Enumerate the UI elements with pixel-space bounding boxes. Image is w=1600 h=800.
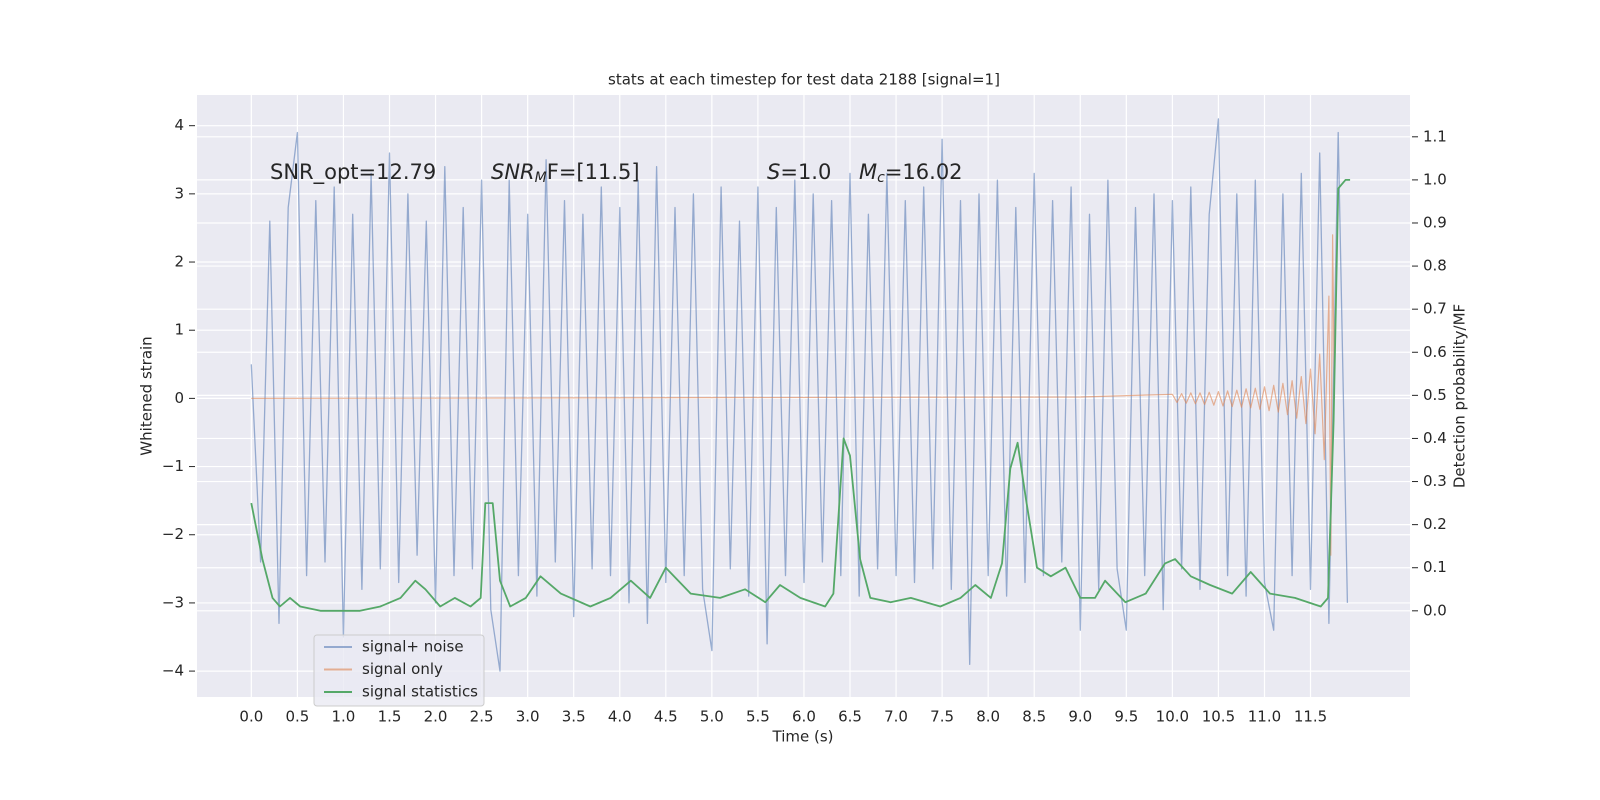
annotation-sub: c bbox=[877, 170, 885, 186]
y2-tick-label: 0.4 bbox=[1423, 429, 1447, 447]
legend-label: signal only bbox=[362, 660, 443, 678]
x-tick-label: 5.0 bbox=[700, 708, 724, 726]
annotation: Mc=16.02 bbox=[859, 160, 963, 186]
series-line bbox=[250, 179, 1351, 612]
x-tick-label: 0.5 bbox=[285, 708, 309, 726]
x-tick-label: 6.0 bbox=[792, 708, 816, 726]
legend-label: signal+ noise bbox=[362, 638, 464, 656]
x-tick-label: 6.5 bbox=[838, 708, 862, 726]
x-tick-label: 0.0 bbox=[239, 708, 263, 726]
labels: 0.0 0.5 1.0 1.5 2.0 2.5 3.0 3.5 4.0 4.5 5.0 5.5 6.0 6… bbox=[162, 116, 1447, 725]
x-tick-label: 1.0 bbox=[332, 708, 356, 726]
y-tick-label: 2 bbox=[174, 253, 184, 271]
x-tick-label: 11.5 bbox=[1294, 708, 1327, 726]
y-tick-label: −3 bbox=[162, 593, 184, 611]
annotation-text: F=[11.5] bbox=[547, 160, 640, 184]
annotation-text: =1.0 bbox=[780, 160, 831, 184]
x-tick-label: 3.0 bbox=[516, 708, 540, 726]
x-tick-label: 8.0 bbox=[976, 708, 1000, 726]
annotation: SNR_opt=12.79 bbox=[270, 160, 436, 185]
y-tick-label: 3 bbox=[174, 184, 184, 202]
x-tick-label: 7.5 bbox=[930, 708, 954, 726]
x-tick-label: 4.0 bbox=[608, 708, 632, 726]
chart-title: stats at each timestep for test data 218… bbox=[608, 71, 1000, 89]
series-line bbox=[250, 118, 1349, 672]
x-tick-label: 5.5 bbox=[746, 708, 770, 726]
y2-tick-label: 0.8 bbox=[1423, 257, 1447, 275]
legend-label: signal statistics bbox=[362, 683, 478, 701]
x-axis-label: Time (s) bbox=[772, 728, 834, 746]
x-tick-label: 10.5 bbox=[1202, 708, 1235, 726]
x-tick-label: 10.0 bbox=[1156, 708, 1189, 726]
x-tick-label: 9.0 bbox=[1068, 708, 1092, 726]
y2-tick-label: 0.3 bbox=[1423, 472, 1447, 490]
x-tick-label: 11.0 bbox=[1248, 708, 1281, 726]
y2-axis-label: Detection probability/MF bbox=[1451, 304, 1469, 488]
y2-tick-label: 0.2 bbox=[1423, 515, 1447, 533]
y-tick-label: 1 bbox=[174, 321, 184, 339]
x-tick-label: 3.5 bbox=[562, 708, 586, 726]
series-line bbox=[251, 234, 1336, 556]
annotation-text: SNR_opt=12.79 bbox=[270, 160, 436, 185]
annotation-text: =16.02 bbox=[885, 160, 963, 184]
y-axis-label: Whitened strain bbox=[138, 336, 156, 455]
legend-box bbox=[313, 634, 485, 707]
y-tick-label: 4 bbox=[174, 116, 184, 134]
x-tick-label: 1.5 bbox=[378, 708, 402, 726]
y2-tick-label: 0.9 bbox=[1423, 213, 1447, 231]
y2-tick-label: 0.5 bbox=[1423, 386, 1447, 404]
y2-tick-label: 0.1 bbox=[1423, 558, 1447, 576]
x-tick-label: 7.0 bbox=[884, 708, 908, 726]
annotation: SNRMF=[11.5] bbox=[491, 160, 640, 186]
y2-tick-label: 0.7 bbox=[1423, 300, 1447, 318]
y2-tick-label: 0.6 bbox=[1423, 343, 1447, 361]
y2-tick-label: 0.0 bbox=[1423, 601, 1447, 619]
annotation-italic: SNR bbox=[491, 160, 535, 184]
annotation-sub: M bbox=[535, 170, 547, 186]
x-tick-label: 8.5 bbox=[1022, 708, 1046, 726]
y-tick-label: −2 bbox=[162, 525, 184, 543]
y2-tick-label: 1.0 bbox=[1423, 170, 1447, 188]
marks bbox=[250, 118, 1351, 672]
y-tick-label: −1 bbox=[162, 457, 184, 475]
y2-tick-label: 1.1 bbox=[1423, 127, 1447, 145]
x-tick-label: 2.0 bbox=[424, 708, 448, 726]
annotation: S=1.0 bbox=[767, 160, 831, 184]
annotation-italic: M bbox=[859, 160, 877, 184]
x-tick-label: 2.5 bbox=[470, 708, 494, 726]
x-tick-label: 4.5 bbox=[654, 708, 678, 726]
y-tick-label: 0 bbox=[174, 389, 184, 407]
annotation-italic: S bbox=[767, 160, 780, 184]
x-tick-label: 9.5 bbox=[1114, 708, 1138, 726]
y-tick-label: −4 bbox=[162, 662, 184, 680]
